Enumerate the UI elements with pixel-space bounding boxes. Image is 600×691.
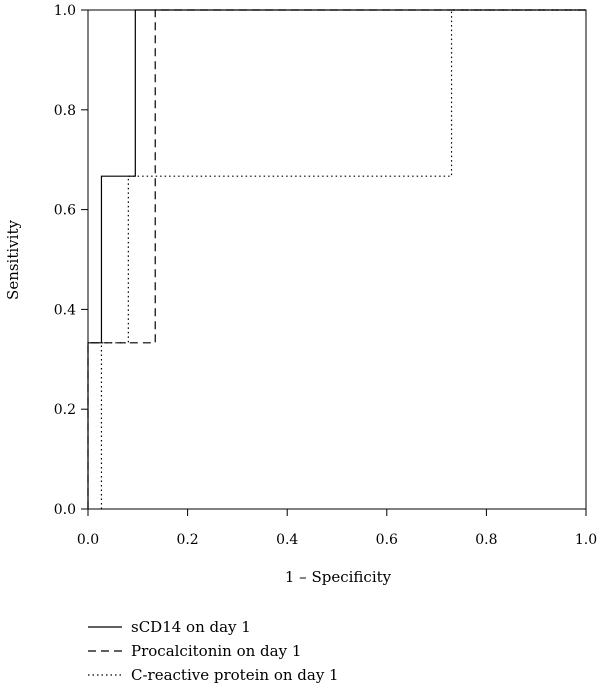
x-axis-label: 1 – Specificity [285,568,392,586]
y-tick-label: 0.6 [54,203,76,219]
legend-label-2: Procalcitonin on day 1 [131,642,301,660]
plot-border [87,9,587,510]
x-tick-label: 0.2 [176,532,198,548]
series-line-3 [100,9,586,509]
legend: sCD14 on day 1 Procalcitonin on day 1 C-re… [88,618,339,684]
y-tick-label: 0.4 [54,302,76,318]
y-tick-label: 0.8 [54,103,76,119]
series-line-2 [87,9,586,509]
x-tick-label: 0.6 [376,532,398,548]
y-tick-label: 1.0 [54,3,76,19]
legend-label-3: C-reactive protein on day 1 [131,666,339,684]
plot-frame [87,9,587,510]
series-layer [87,9,586,509]
y-axis: 0.0 0.2 0.4 0.6 0.8 1.0 [54,3,88,518]
series-line-1 [87,9,586,509]
y-axis-label: Sensitivity [4,220,22,300]
y-tick-label: 0.0 [54,502,76,518]
legend-label-1: sCD14 on day 1 [131,618,251,636]
x-axis: 0.0 0.2 0.4 0.6 0.8 1.0 [77,509,597,548]
x-tick-label: 0.8 [475,532,497,548]
y-tick-label: 0.2 [54,402,76,418]
x-tick-label: 0.4 [276,532,298,548]
x-tick-label: 0.0 [77,532,99,548]
x-tick-label: 1.0 [575,532,597,548]
